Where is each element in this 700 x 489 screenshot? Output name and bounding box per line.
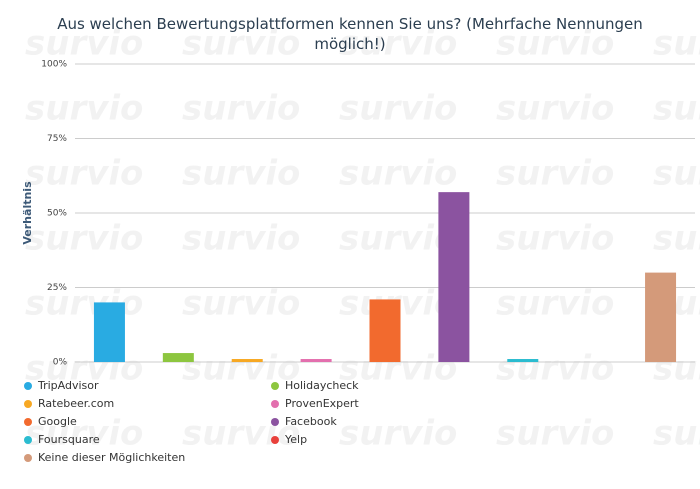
watermark: survio [339, 219, 457, 259]
watermark: survio [25, 89, 143, 129]
legend-label: Holidaycheck [285, 379, 359, 392]
legend-label: ProvenExpert [285, 397, 359, 410]
legend-label: Yelp [284, 433, 307, 446]
watermark: survio [25, 284, 143, 324]
bar [231, 359, 263, 362]
watermark: survio [25, 414, 143, 454]
watermark: survio [496, 414, 614, 454]
watermark: survio [182, 414, 300, 454]
watermark: survio [496, 284, 614, 324]
watermark: survio [496, 219, 614, 259]
watermark: survio [182, 284, 300, 324]
watermark: survio [25, 154, 143, 194]
legend-marker [24, 436, 32, 444]
bar [300, 359, 332, 362]
legend-marker [271, 436, 279, 444]
watermark: survio [25, 24, 143, 64]
watermark: survio [182, 349, 300, 389]
legend-label: Ratebeer.com [38, 397, 114, 410]
watermark: survio [653, 219, 700, 259]
legend-label: Foursquare [38, 433, 100, 446]
y-tick-label: 25% [47, 283, 67, 293]
y-tick-label: 50% [47, 209, 67, 219]
legend-marker [24, 418, 32, 426]
watermark: survio [182, 89, 300, 129]
watermark: survio [182, 24, 300, 64]
y-tick-label: 75% [47, 134, 67, 144]
watermark: survio [496, 89, 614, 129]
legend-label: TripAdvisor [37, 379, 99, 392]
legend-label: Google [38, 415, 77, 428]
bar [438, 192, 470, 362]
chart-title: Aus welchen Bewertungsplattformen kennen… [57, 15, 643, 53]
watermark: survio [496, 24, 614, 64]
y-axis-label: Verhältnis [21, 181, 34, 245]
legend-label: Facebook [285, 415, 337, 428]
legend-marker [24, 382, 32, 390]
watermark: survio [653, 24, 700, 64]
legend-marker [24, 454, 32, 462]
watermark: survio [182, 154, 300, 194]
bar [93, 302, 125, 362]
watermark: survio [339, 154, 457, 194]
legend-marker [271, 418, 279, 426]
y-tick-label: 0% [53, 358, 68, 368]
watermark: survio [496, 154, 614, 194]
watermark: survio [496, 349, 614, 389]
bar [162, 353, 194, 362]
legend-marker [271, 400, 279, 408]
watermark: survio [339, 414, 457, 454]
legend-marker [24, 400, 32, 408]
y-tick-label: 100% [41, 60, 67, 70]
legend-marker [271, 382, 279, 390]
watermark: survio [653, 154, 700, 194]
watermark: survio [653, 414, 700, 454]
legend-label: Keine dieser Möglichkeiten [38, 451, 185, 464]
bar [645, 272, 677, 362]
bar [507, 359, 539, 362]
watermark: survio [339, 24, 457, 64]
bar [369, 299, 401, 362]
watermark: survio [339, 89, 457, 129]
watermark: survio [25, 219, 143, 259]
watermark: survio [182, 219, 300, 259]
watermark: survio [653, 89, 700, 129]
